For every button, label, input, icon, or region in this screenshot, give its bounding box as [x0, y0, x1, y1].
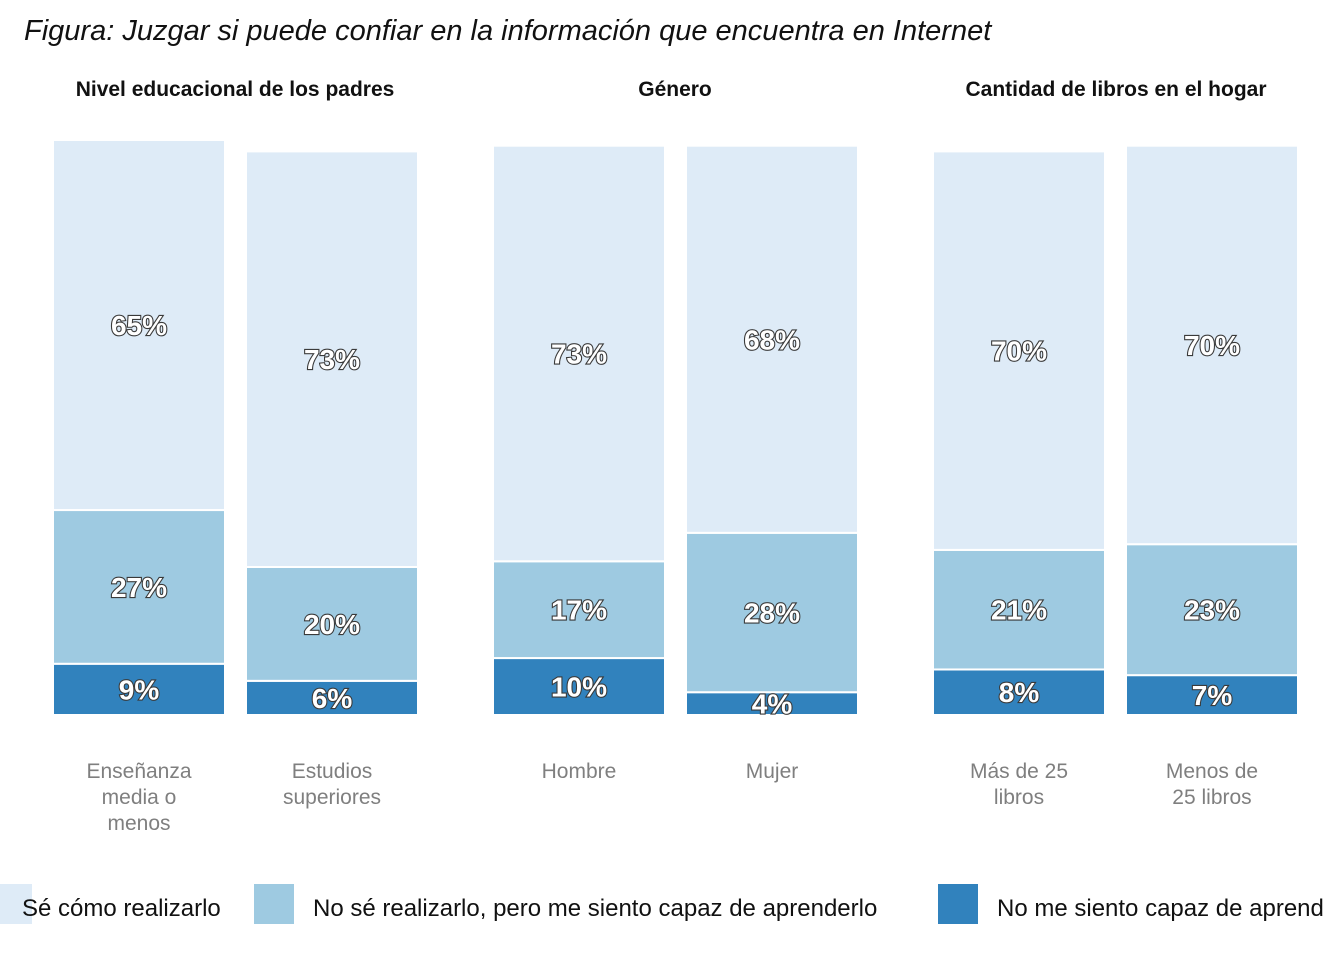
- bar-stack: 8% 21% 70% Más de 25 libros: [932, 150, 1106, 809]
- legend-label: Sé cómo realizarlo: [22, 895, 221, 922]
- category-label-line: Estudios: [292, 760, 373, 783]
- data-label: 70%: [991, 336, 1047, 367]
- legend-swatch: [0, 884, 32, 924]
- legend-label: No me siento capaz de aprend: [997, 895, 1324, 922]
- data-label: 4%: [752, 689, 793, 720]
- category-label: Menos de 25 libros: [1166, 760, 1258, 809]
- category-label-line: superiores: [283, 786, 381, 809]
- legend-swatch: [938, 884, 978, 924]
- legend: Sé cómo realizarlo No sé realizarlo, pero…: [0, 884, 1324, 924]
- bar-segment: [932, 548, 1106, 671]
- panel: Género 10% 17% 73% Hombre 4% 28% 68% Mujer: [492, 78, 859, 783]
- panel-title: Cantidad de libros en el hogar: [965, 78, 1266, 101]
- legend-item: No sé realizarlo, pero me siento capaz d…: [254, 884, 877, 924]
- bar-segment: [685, 144, 859, 534]
- panel: Cantidad de libros en el hogar 8% 21% 70% Má…: [932, 78, 1299, 809]
- bar-stack: 7% 23% 70% Menos de 25 libros: [1125, 144, 1299, 809]
- category-label-line: Más de 25: [970, 760, 1068, 783]
- bar-stack: 4% 28% 68% Mujer: [685, 144, 859, 783]
- bar-stack: 9% 27% 65% Enseñanza media o menos: [52, 139, 226, 835]
- bar-segment: [1125, 543, 1299, 677]
- bar-segment: [245, 150, 419, 568]
- bar-segment: [245, 679, 419, 717]
- legend-swatch: [254, 884, 294, 924]
- data-label: 70%: [1184, 330, 1240, 361]
- data-label: 6%: [312, 683, 353, 714]
- legend-item: Sé cómo realizarlo: [0, 884, 221, 924]
- panel-title: Género: [638, 78, 712, 101]
- category-label-line: media o: [102, 786, 177, 809]
- legend-label: No sé realizarlo, pero me siento capaz d…: [313, 895, 877, 922]
- bar-segment: [932, 150, 1106, 551]
- panel: Nivel educacional de los padres 9% 27% 65% E…: [52, 78, 419, 835]
- data-label: 10%: [551, 672, 607, 703]
- data-label: 65%: [111, 310, 167, 341]
- bar-stack: 6% 20% 73% Estudios superiores: [245, 150, 419, 809]
- category-label: Estudios superiores: [283, 760, 381, 809]
- bar-segment: [492, 144, 666, 563]
- bar-segment: [932, 668, 1106, 716]
- panels: Nivel educacional de los padres 9% 27% 65% E…: [52, 78, 1299, 835]
- data-label: 20%: [304, 609, 360, 640]
- category-label: Mujer: [746, 760, 799, 783]
- bar-segment: [52, 662, 226, 717]
- data-label: 73%: [551, 338, 607, 369]
- data-label: 68%: [744, 324, 800, 355]
- bar-segment: [1125, 144, 1299, 546]
- bar-segment: [245, 565, 419, 682]
- category-label-line: libros: [994, 786, 1044, 809]
- chart-title: Figura: Juzgar si puede confiar en la in…: [24, 15, 993, 47]
- category-label-line: Mujer: [746, 760, 799, 783]
- bar-segment: [492, 560, 666, 660]
- data-label: 8%: [999, 677, 1040, 708]
- data-label: 27%: [111, 572, 167, 603]
- category-label: Enseñanza media o menos: [86, 760, 191, 835]
- bar-segment: [492, 657, 666, 717]
- data-label: 7%: [1192, 680, 1233, 711]
- category-label-line: menos: [107, 812, 170, 835]
- bar-stack: 10% 17% 73% Hombre: [492, 144, 666, 783]
- data-label: 28%: [744, 598, 800, 629]
- data-label: 73%: [304, 344, 360, 375]
- data-label: 23%: [1184, 595, 1240, 626]
- data-label: 21%: [991, 595, 1047, 626]
- category-label-line: 25 libros: [1172, 786, 1251, 809]
- data-label: 17%: [551, 595, 607, 626]
- category-label-line: Hombre: [542, 760, 617, 783]
- panel-title: Nivel educacional de los padres: [76, 78, 395, 101]
- category-label-line: Menos de: [1166, 760, 1258, 783]
- bar-segment: [52, 139, 226, 512]
- bar-segment: [1125, 674, 1299, 716]
- category-label: Más de 25 libros: [970, 760, 1068, 809]
- legend-item: No me siento capaz de aprend: [938, 884, 1324, 924]
- bar-segment: [52, 509, 226, 665]
- category-label: Hombre: [542, 760, 617, 783]
- data-label: 9%: [119, 674, 160, 705]
- category-label-line: Enseñanza: [86, 760, 191, 783]
